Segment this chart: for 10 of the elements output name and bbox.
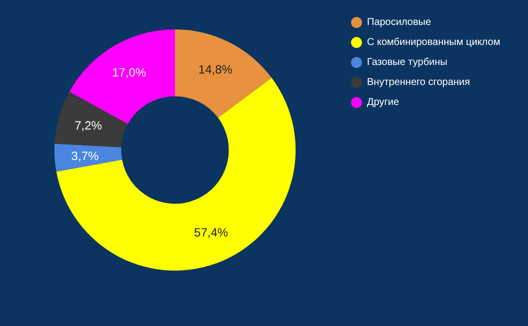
data-label: 17,0% xyxy=(112,65,146,80)
data-label: 7,2% xyxy=(74,118,102,132)
legend-label: Другие xyxy=(367,97,400,108)
legend-label: С комбинированным циклом xyxy=(367,37,500,48)
legend-label: Газовые турбины xyxy=(367,57,448,68)
data-label: 3,7% xyxy=(71,148,99,163)
legend-label: Внутреннего сгорания xyxy=(367,77,470,88)
data-label: 57,4% xyxy=(194,226,228,240)
legend-label: Паросиловые xyxy=(367,17,432,28)
data-label: 14,8% xyxy=(198,62,233,76)
